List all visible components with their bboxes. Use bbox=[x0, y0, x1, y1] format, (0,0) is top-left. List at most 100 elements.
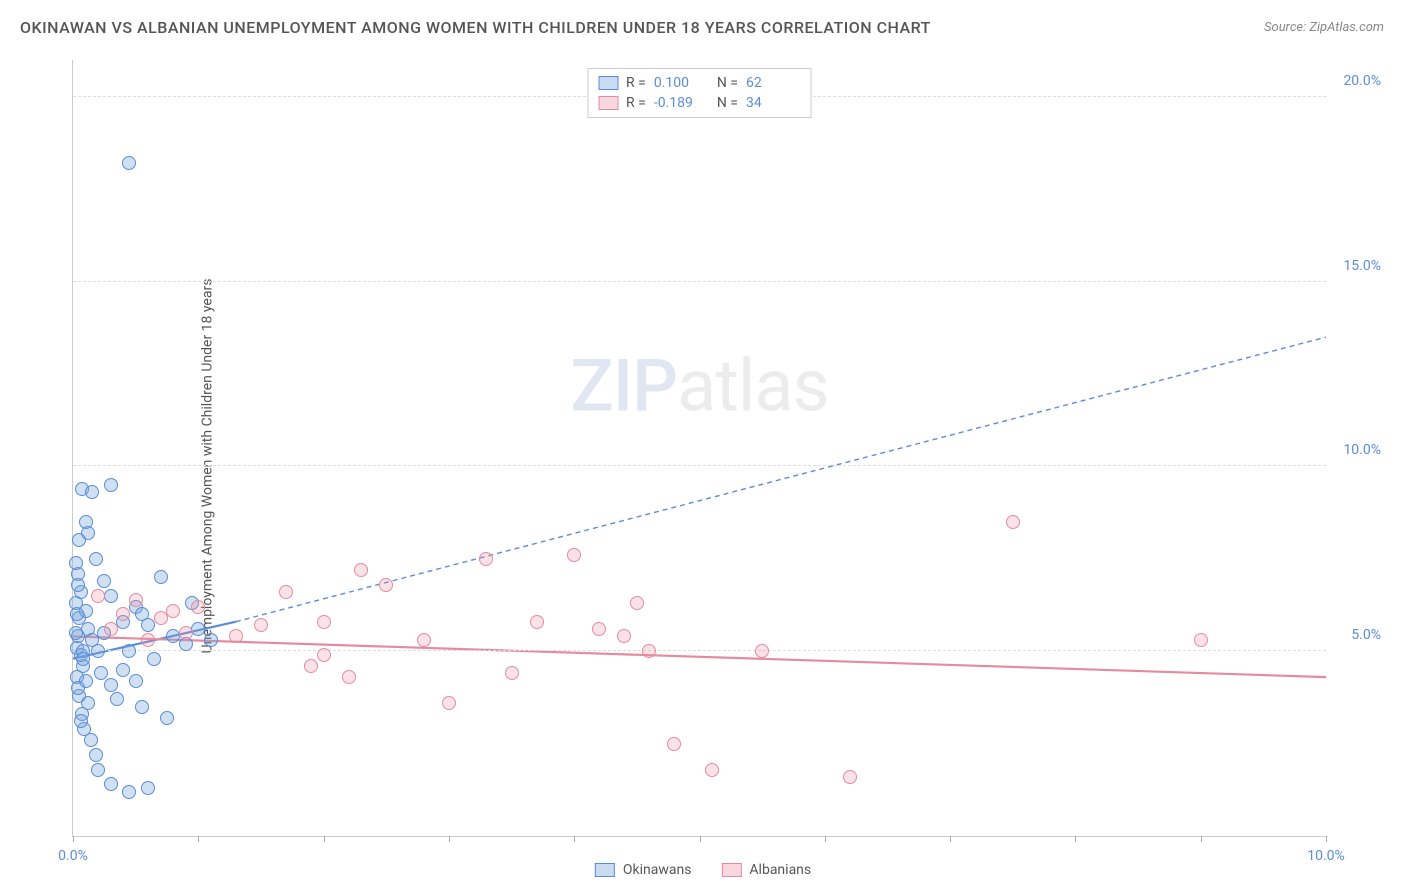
data-point bbox=[442, 696, 456, 710]
chart-title: OKINAWAN VS ALBANIAN UNEMPLOYMENT AMONG … bbox=[20, 18, 931, 37]
data-point bbox=[304, 659, 318, 673]
legend-row-okinawans: R = 0.100 N = 62 bbox=[598, 73, 801, 93]
data-point bbox=[74, 714, 88, 728]
watermark-atlas: atlas bbox=[677, 343, 829, 428]
data-point bbox=[104, 622, 118, 636]
data-point bbox=[97, 574, 111, 588]
data-point bbox=[254, 618, 268, 632]
data-point bbox=[81, 696, 95, 710]
data-point bbox=[69, 626, 83, 640]
data-point bbox=[91, 763, 105, 777]
data-point bbox=[160, 711, 174, 725]
x-tick-mark bbox=[700, 836, 701, 842]
data-point bbox=[417, 633, 431, 647]
data-point bbox=[667, 737, 681, 751]
data-point bbox=[147, 652, 161, 666]
data-point bbox=[122, 644, 136, 658]
data-point bbox=[70, 607, 84, 621]
data-point bbox=[89, 748, 103, 762]
x-tick-mark bbox=[449, 836, 450, 842]
data-point bbox=[505, 666, 519, 680]
data-point bbox=[71, 681, 85, 695]
data-point bbox=[141, 781, 155, 795]
legend-row-albanians: R = -0.189 N = 34 bbox=[598, 93, 801, 113]
data-point bbox=[135, 700, 149, 714]
data-point bbox=[166, 604, 180, 618]
r-label: R = bbox=[626, 75, 646, 91]
legend-item-albanians: Albanians bbox=[721, 862, 811, 878]
y-tick-label: 20.0% bbox=[1343, 73, 1381, 89]
data-point bbox=[342, 670, 356, 684]
data-point bbox=[91, 589, 105, 603]
x-tick-label: 10.0% bbox=[1307, 848, 1345, 864]
data-point bbox=[104, 777, 118, 791]
x-tick-mark bbox=[1075, 836, 1076, 842]
n-label: N = bbox=[717, 75, 738, 91]
data-point bbox=[705, 763, 719, 777]
n-label: N = bbox=[717, 95, 738, 111]
data-point bbox=[179, 626, 193, 640]
chart-source: Source: ZipAtlas.com bbox=[1264, 20, 1384, 35]
data-point bbox=[81, 526, 95, 540]
data-point bbox=[89, 552, 103, 566]
watermark-zip: ZIP bbox=[570, 343, 677, 428]
data-point bbox=[567, 548, 581, 562]
legend-item-okinawans: Okinawans bbox=[595, 862, 692, 878]
data-point bbox=[317, 648, 331, 662]
data-point bbox=[191, 600, 205, 614]
data-point bbox=[91, 644, 105, 658]
r-value-albanians: -0.189 bbox=[654, 95, 709, 111]
n-value-albanians: 34 bbox=[746, 95, 801, 111]
data-point bbox=[76, 652, 90, 666]
watermark: ZIPatlas bbox=[570, 343, 828, 428]
data-point bbox=[617, 629, 631, 643]
n-value-okinawans: 62 bbox=[746, 75, 801, 91]
data-point bbox=[204, 633, 218, 647]
y-tick-label: 15.0% bbox=[1343, 258, 1381, 274]
x-tick-mark bbox=[198, 836, 199, 842]
data-point bbox=[154, 611, 168, 625]
swatch-pink-icon bbox=[721, 863, 741, 877]
data-point bbox=[229, 629, 243, 643]
swatch-pink-icon bbox=[598, 96, 618, 110]
data-point bbox=[116, 663, 130, 677]
data-point bbox=[1194, 633, 1208, 647]
r-value-okinawans: 0.100 bbox=[654, 75, 709, 91]
gridline bbox=[73, 465, 1326, 466]
data-point bbox=[129, 674, 143, 688]
data-point bbox=[129, 593, 143, 607]
data-point bbox=[104, 589, 118, 603]
data-point bbox=[154, 570, 168, 584]
data-point bbox=[116, 607, 130, 621]
y-tick-label: 5.0% bbox=[1351, 627, 1381, 643]
x-tick-mark bbox=[73, 836, 74, 842]
data-point bbox=[122, 785, 136, 799]
data-point bbox=[104, 478, 118, 492]
data-point bbox=[379, 578, 393, 592]
data-point bbox=[755, 644, 769, 658]
x-tick-mark bbox=[950, 836, 951, 842]
chart-container: Unemployment Among Women with Children U… bbox=[20, 50, 1386, 882]
gridline bbox=[73, 281, 1326, 282]
x-tick-mark bbox=[825, 836, 826, 842]
data-point bbox=[122, 156, 136, 170]
data-point bbox=[530, 615, 544, 629]
swatch-blue-icon bbox=[595, 863, 615, 877]
data-point bbox=[642, 644, 656, 658]
x-tick-label: 0.0% bbox=[58, 848, 88, 864]
data-point bbox=[317, 615, 331, 629]
data-point bbox=[1006, 515, 1020, 529]
data-point bbox=[592, 622, 606, 636]
data-point bbox=[141, 618, 155, 632]
series-legend: Okinawans Albanians bbox=[595, 862, 811, 878]
data-point bbox=[85, 485, 99, 499]
data-point bbox=[843, 770, 857, 784]
x-tick-mark bbox=[1201, 836, 1202, 842]
data-point bbox=[354, 563, 368, 577]
data-point bbox=[104, 678, 118, 692]
swatch-blue-icon bbox=[598, 76, 618, 90]
x-tick-mark bbox=[574, 836, 575, 842]
x-tick-mark bbox=[324, 836, 325, 842]
y-tick-label: 10.0% bbox=[1343, 442, 1381, 458]
legend-label-okinawans: Okinawans bbox=[623, 862, 692, 878]
